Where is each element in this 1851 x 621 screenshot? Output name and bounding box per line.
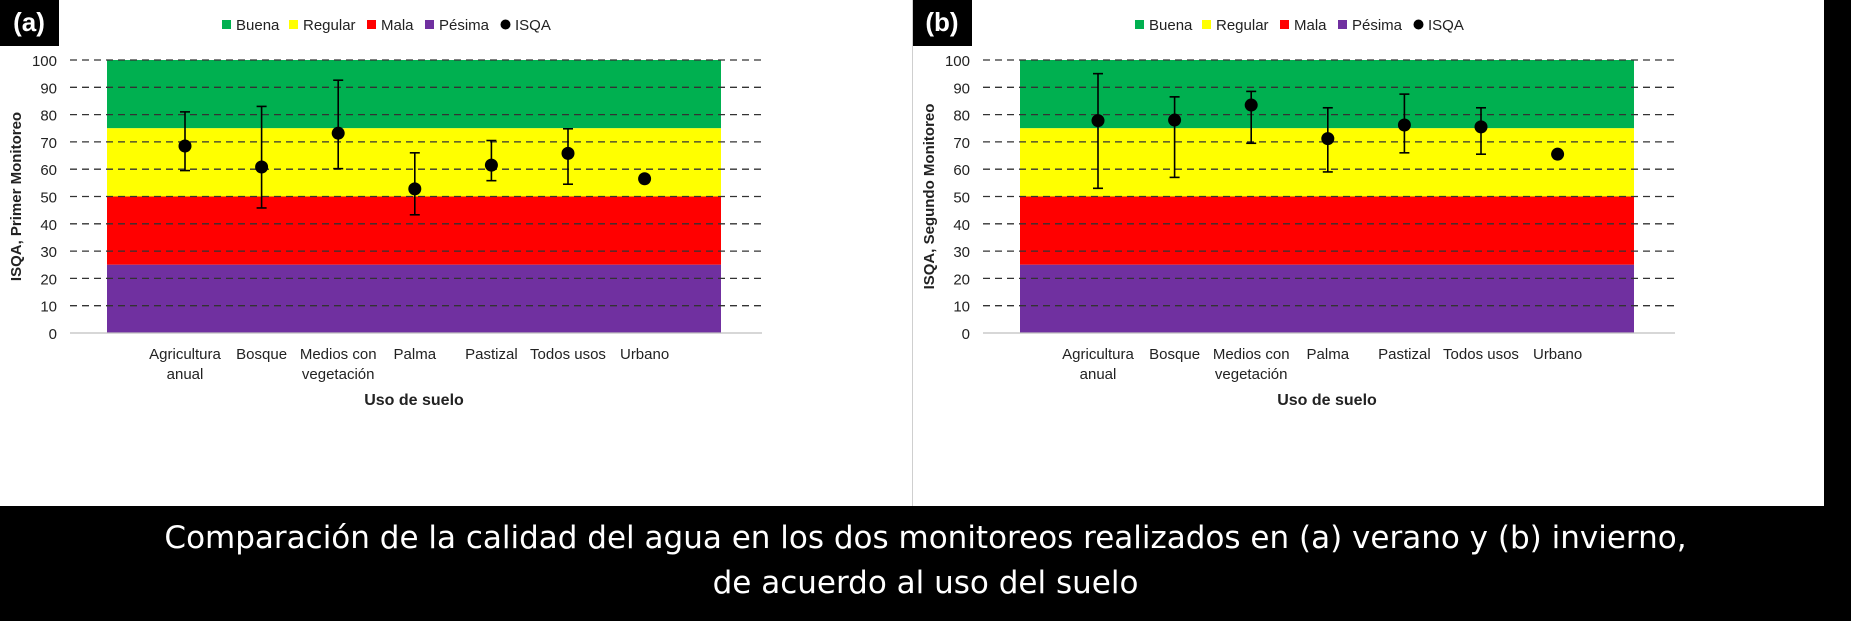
figure-caption: Comparación de la calidad del agua en lo… xyxy=(0,506,1851,621)
data-point xyxy=(638,172,652,186)
data-point xyxy=(1168,113,1182,127)
x-axis-title: Uso de suelo xyxy=(364,392,464,409)
chart-panel-a: (a) 0 10 20 30 40 50 60 70 80 90 100 ISQA, Primer Mo… xyxy=(0,0,912,506)
y-tick-label: 80 xyxy=(40,108,57,125)
x-tick-label: Bosque xyxy=(1149,346,1200,363)
chart-panel-b: (b) 0 10 20 30 40 50 60 70 80 90 100 ISQA, Segundo M… xyxy=(912,0,1824,506)
legend-label: Regular xyxy=(303,17,356,34)
y-tick-label: 50 xyxy=(953,190,970,207)
data-point xyxy=(484,158,498,172)
y-tick-label: 40 xyxy=(40,217,57,234)
y-tick-label: 0 xyxy=(962,326,970,343)
caption-line-1: Comparación de la calidad del agua en lo… xyxy=(164,520,1687,556)
x-tick-label: Todos usos xyxy=(530,346,606,363)
y-tick-label: 60 xyxy=(40,162,57,179)
x-tick-label: anual xyxy=(1080,366,1117,383)
x-tick-label: Bosque xyxy=(236,346,287,363)
y-tick-label: 20 xyxy=(953,271,970,288)
y-tick-label: 80 xyxy=(953,108,970,125)
legend-swatch xyxy=(1280,20,1289,29)
x-tick-label: Urbano xyxy=(620,346,669,363)
band-mala xyxy=(1020,196,1634,265)
y-tick-label: 100 xyxy=(32,53,57,70)
x-tick-label: Palma xyxy=(394,346,437,363)
x-tick-label: Urbano xyxy=(1533,346,1582,363)
y-tick-label: 30 xyxy=(953,244,970,261)
legend-label: Regular xyxy=(1216,17,1269,34)
y-tick-label: 20 xyxy=(40,271,57,288)
y-tick-label: 30 xyxy=(40,244,57,261)
chart-a: (a) 0 10 20 30 40 50 60 70 80 90 100 ISQA, Primer Mo… xyxy=(0,0,762,409)
band-pesima xyxy=(1020,264,1634,333)
legend-label: Mala xyxy=(381,17,414,34)
y-tick-label: 70 xyxy=(40,135,57,152)
data-point xyxy=(408,182,422,196)
y-axis-title: ISQA, Segundo Monitoreo xyxy=(921,104,938,290)
x-tick-label: Pastizal xyxy=(1378,346,1431,363)
legend-swatch xyxy=(1338,20,1347,29)
data-point xyxy=(1551,147,1565,161)
legend-label: Mala xyxy=(1294,17,1327,34)
legend-swatch xyxy=(289,20,298,29)
x-tick-label: Agricultura xyxy=(149,346,221,363)
y-axis-title: ISQA, Primer Monitoreo xyxy=(8,112,25,281)
data-point xyxy=(255,160,269,174)
data-point xyxy=(1244,98,1258,112)
panel-label: (a) xyxy=(13,7,45,37)
x-tick-label: Medios con xyxy=(1213,346,1290,363)
data-point xyxy=(1321,132,1335,146)
x-tick-label: vegetación xyxy=(302,366,375,383)
legend-label: Buena xyxy=(1149,17,1193,34)
legend-swatch xyxy=(222,20,231,29)
x-tick-label: anual xyxy=(167,366,204,383)
legend-swatch xyxy=(367,20,376,29)
y-tick-label: 60 xyxy=(953,162,970,179)
legend-swatch xyxy=(425,20,434,29)
data-point xyxy=(331,126,345,140)
x-tick-label: Todos usos xyxy=(1443,346,1519,363)
panel-label-box xyxy=(913,0,972,46)
x-tick-label: vegetación xyxy=(1215,366,1288,383)
legend-label: Buena xyxy=(236,17,280,34)
legend-marker xyxy=(500,19,511,30)
y-tick-label: 90 xyxy=(953,80,970,97)
data-point xyxy=(1397,118,1411,132)
x-axis-title: Uso de suelo xyxy=(1277,392,1377,409)
x-tick-label: Pastizal xyxy=(465,346,518,363)
y-tick-label: 0 xyxy=(49,326,57,343)
legend-swatch xyxy=(1135,20,1144,29)
legend-marker xyxy=(1413,19,1424,30)
legend-label: Pésima xyxy=(1352,17,1403,34)
y-tick-label: 10 xyxy=(40,299,57,316)
chart-b: (b) 0 10 20 30 40 50 60 70 80 90 100 ISQA, Segundo M… xyxy=(913,0,1675,409)
x-tick-label: Medios con xyxy=(300,346,377,363)
x-tick-label: Palma xyxy=(1307,346,1350,363)
caption-line-2: de acuerdo al uso del suelo xyxy=(712,565,1139,601)
data-point xyxy=(1091,114,1105,128)
y-tick-label: 50 xyxy=(40,190,57,207)
legend-label: ISQA xyxy=(1428,17,1464,34)
y-tick-label: 10 xyxy=(953,299,970,316)
band-buena xyxy=(107,60,721,129)
data-point xyxy=(561,146,575,160)
y-tick-label: 90 xyxy=(40,80,57,97)
band-pesima xyxy=(107,264,721,333)
legend-label: ISQA xyxy=(515,17,551,34)
panel-label: (b) xyxy=(925,7,958,37)
data-point xyxy=(1474,120,1488,134)
legend-swatch xyxy=(1202,20,1211,29)
y-tick-label: 100 xyxy=(945,53,970,70)
y-tick-label: 40 xyxy=(953,217,970,234)
panel-label-box xyxy=(0,0,59,46)
x-tick-label: Agricultura xyxy=(1062,346,1134,363)
y-tick-label: 70 xyxy=(953,135,970,152)
data-point xyxy=(178,139,192,153)
legend-label: Pésima xyxy=(439,17,490,34)
